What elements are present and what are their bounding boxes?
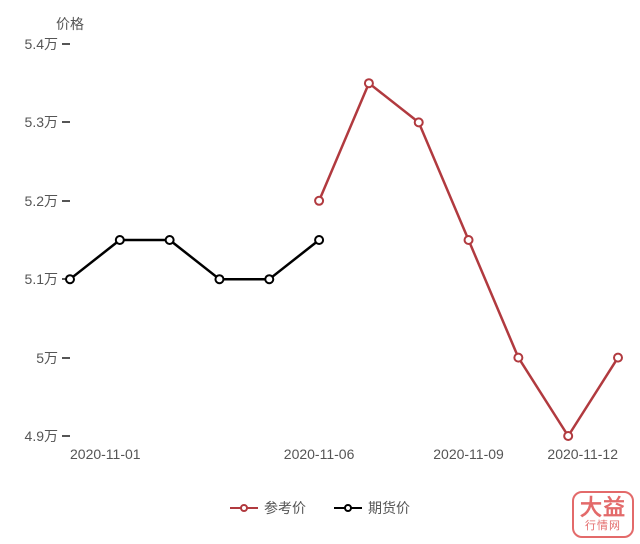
data-point[interactable] [514, 354, 522, 362]
plot-area [0, 0, 640, 544]
logo-line2: 行情网 [580, 521, 626, 532]
series-line [319, 83, 618, 436]
legend-label: 参考价 [264, 498, 306, 518]
legend-marker-icon [230, 502, 258, 514]
data-point[interactable] [614, 354, 622, 362]
data-point[interactable] [116, 236, 124, 244]
data-point[interactable] [265, 275, 273, 283]
series-line [70, 240, 319, 279]
data-point[interactable] [564, 432, 572, 440]
price-chart: 价格 4.9万5万5.1万5.2万5.3万5.4万 2020-11-012020… [0, 0, 640, 544]
data-point[interactable] [315, 197, 323, 205]
data-point[interactable] [315, 236, 323, 244]
legend-marker-icon [334, 502, 362, 514]
logo-line1: 大益 [580, 497, 626, 519]
logo-stamp: 大益 行情网 [572, 491, 634, 538]
data-point[interactable] [166, 236, 174, 244]
data-point[interactable] [66, 275, 74, 283]
legend-item[interactable]: 参考价 [230, 498, 306, 518]
legend-label: 期货价 [368, 498, 410, 518]
data-point[interactable] [415, 118, 423, 126]
data-point[interactable] [365, 79, 373, 87]
legend-item[interactable]: 期货价 [334, 498, 410, 518]
data-point[interactable] [465, 236, 473, 244]
legend: 参考价 期货价 [0, 498, 640, 518]
data-point[interactable] [215, 275, 223, 283]
